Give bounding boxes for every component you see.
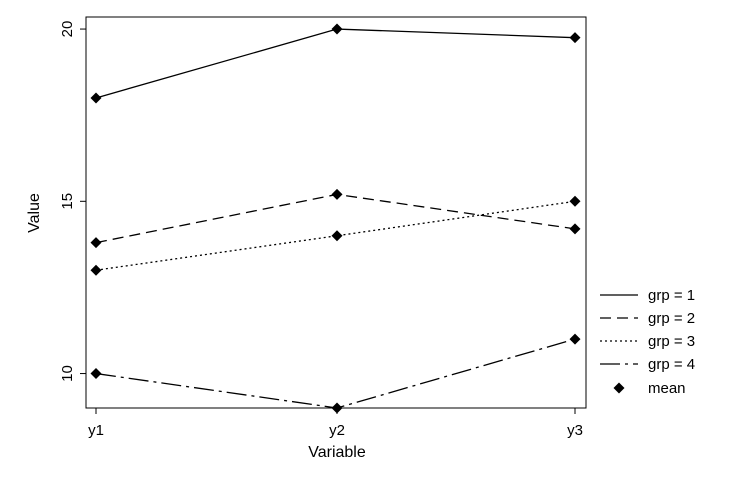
mean-marker (331, 188, 343, 200)
mean-marker (331, 402, 343, 414)
mean-marker (569, 333, 581, 345)
mean-marker (569, 32, 581, 44)
mean-marker (90, 92, 102, 104)
mean-marker (331, 230, 343, 242)
series-line-grp-3 (95, 200, 576, 271)
mean-marker (569, 223, 581, 235)
mean-marker (90, 368, 102, 380)
x-tick-label: y1 (88, 422, 104, 439)
y-tick-label: 20 (59, 21, 76, 38)
mean-marker (90, 237, 102, 249)
legend: grp = 1 grp = 2 grp = 3 grp = 4 mean (600, 287, 695, 397)
x-axis: y1 y2 y3 (88, 408, 583, 439)
legend-label-grp-2: grp = 2 (648, 310, 695, 327)
marker-layer (90, 23, 581, 414)
legend-marker-mean (613, 382, 625, 394)
x-tick-label: y2 (329, 422, 345, 439)
y-axis: 10 15 20 (59, 21, 86, 382)
legend-label-grp-4: grp = 4 (648, 356, 695, 373)
x-axis-title: Variable (308, 444, 366, 461)
mean-marker (569, 195, 581, 207)
mean-marker (90, 264, 102, 276)
mean-marker (331, 23, 343, 35)
legend-label-grp-3: grp = 3 (648, 333, 695, 350)
legend-label-mean: mean (648, 380, 686, 397)
y-axis-title: Value (26, 193, 43, 233)
legend-label-grp-1: grp = 1 (648, 287, 695, 304)
plot-area (85, 16, 587, 409)
x-tick-label: y3 (567, 422, 583, 439)
y-tick-label: 10 (59, 365, 76, 382)
y-tick-label: 15 (59, 193, 76, 210)
